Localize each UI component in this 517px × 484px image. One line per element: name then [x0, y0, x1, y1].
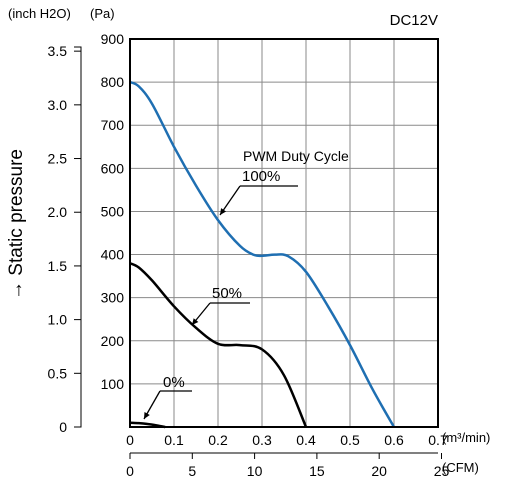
x-tick-label-cfm: 25 [434, 463, 450, 479]
y-tick-label-pa: 100 [101, 376, 125, 392]
series-line-100 [129, 80, 396, 428]
annotation-layer: PWM Duty Cycle 100% 50% 0% [143, 148, 349, 420]
legend-title: PWM Duty Cycle [243, 148, 349, 164]
x-unit-cfm: (CFM) [442, 460, 479, 475]
y-tick-label-inch: 0 [59, 419, 67, 435]
y-unit-pa: (Pa) [90, 6, 115, 21]
y-tick-label-pa: 800 [101, 74, 125, 90]
x-tick-label-m3: 0.5 [340, 432, 360, 448]
inch-axis-line [74, 46, 82, 428]
y-tick-label-inch: 3.5 [48, 43, 68, 59]
x-unit-m3: (m³/min) [442, 430, 490, 445]
x-tick-label-m3: 0.2 [208, 432, 228, 448]
x-tick-label-m3: 0.6 [384, 432, 404, 448]
y-unit-inch: (inch H2O) [8, 6, 71, 21]
y-tick-label-inch: 2.5 [48, 151, 68, 167]
legend-label-50: 50% [212, 285, 242, 302]
x-tick-label-cfm: 20 [371, 463, 387, 479]
series-line-50 [129, 262, 308, 428]
series-line-0 [129, 421, 166, 429]
y-tick-label-inch: 3.0 [48, 97, 68, 113]
y-tick-label-inch: 2.0 [48, 204, 68, 220]
y-tick-label-inch: 0.5 [48, 365, 68, 381]
legend-label-0: 0% [163, 374, 185, 391]
y-tick-label-inch: 1.0 [48, 312, 68, 328]
x-tick-label-cfm: 10 [247, 463, 263, 479]
series-layer [129, 80, 396, 429]
y-tick-label-pa: 600 [101, 160, 125, 176]
legend-arrowhead-50 [192, 318, 199, 325]
y-tick-label-pa: 500 [101, 203, 125, 219]
grid-layer [130, 39, 438, 427]
x-tick-label-m3: 0.7 [428, 432, 448, 448]
y-tick-label-inch: 1.5 [48, 258, 68, 274]
y-tick-label-pa: 300 [101, 290, 125, 306]
y-tick-label-pa: 200 [101, 333, 125, 349]
tick-layer: 10020030040050060070080090000.51.01.52.0… [48, 31, 450, 479]
plot-frame [129, 38, 439, 428]
x-tick-label-cfm: 5 [188, 463, 196, 479]
y-tick-label-pa: 400 [101, 247, 125, 263]
chart-title: DC12V [390, 12, 438, 29]
legend-arrowhead-100 [220, 208, 227, 215]
x-tick-label-m3: 0.4 [296, 432, 316, 448]
y-tick-label-pa: 900 [101, 31, 125, 47]
x-tick-label-m3: 0.1 [164, 432, 184, 448]
y-tick-label-pa: 700 [101, 117, 125, 133]
x-tick-label-cfm: 15 [309, 463, 325, 479]
y-axis-label: → Static pressure [6, 149, 27, 300]
x-tick-label-cfm: 0 [126, 463, 134, 479]
x-tick-label-m3: 0 [126, 432, 134, 448]
legend-arrowhead-0 [144, 412, 150, 419]
x-tick-label-m3: 0.3 [252, 432, 272, 448]
legend-label-100: 100% [242, 168, 280, 185]
